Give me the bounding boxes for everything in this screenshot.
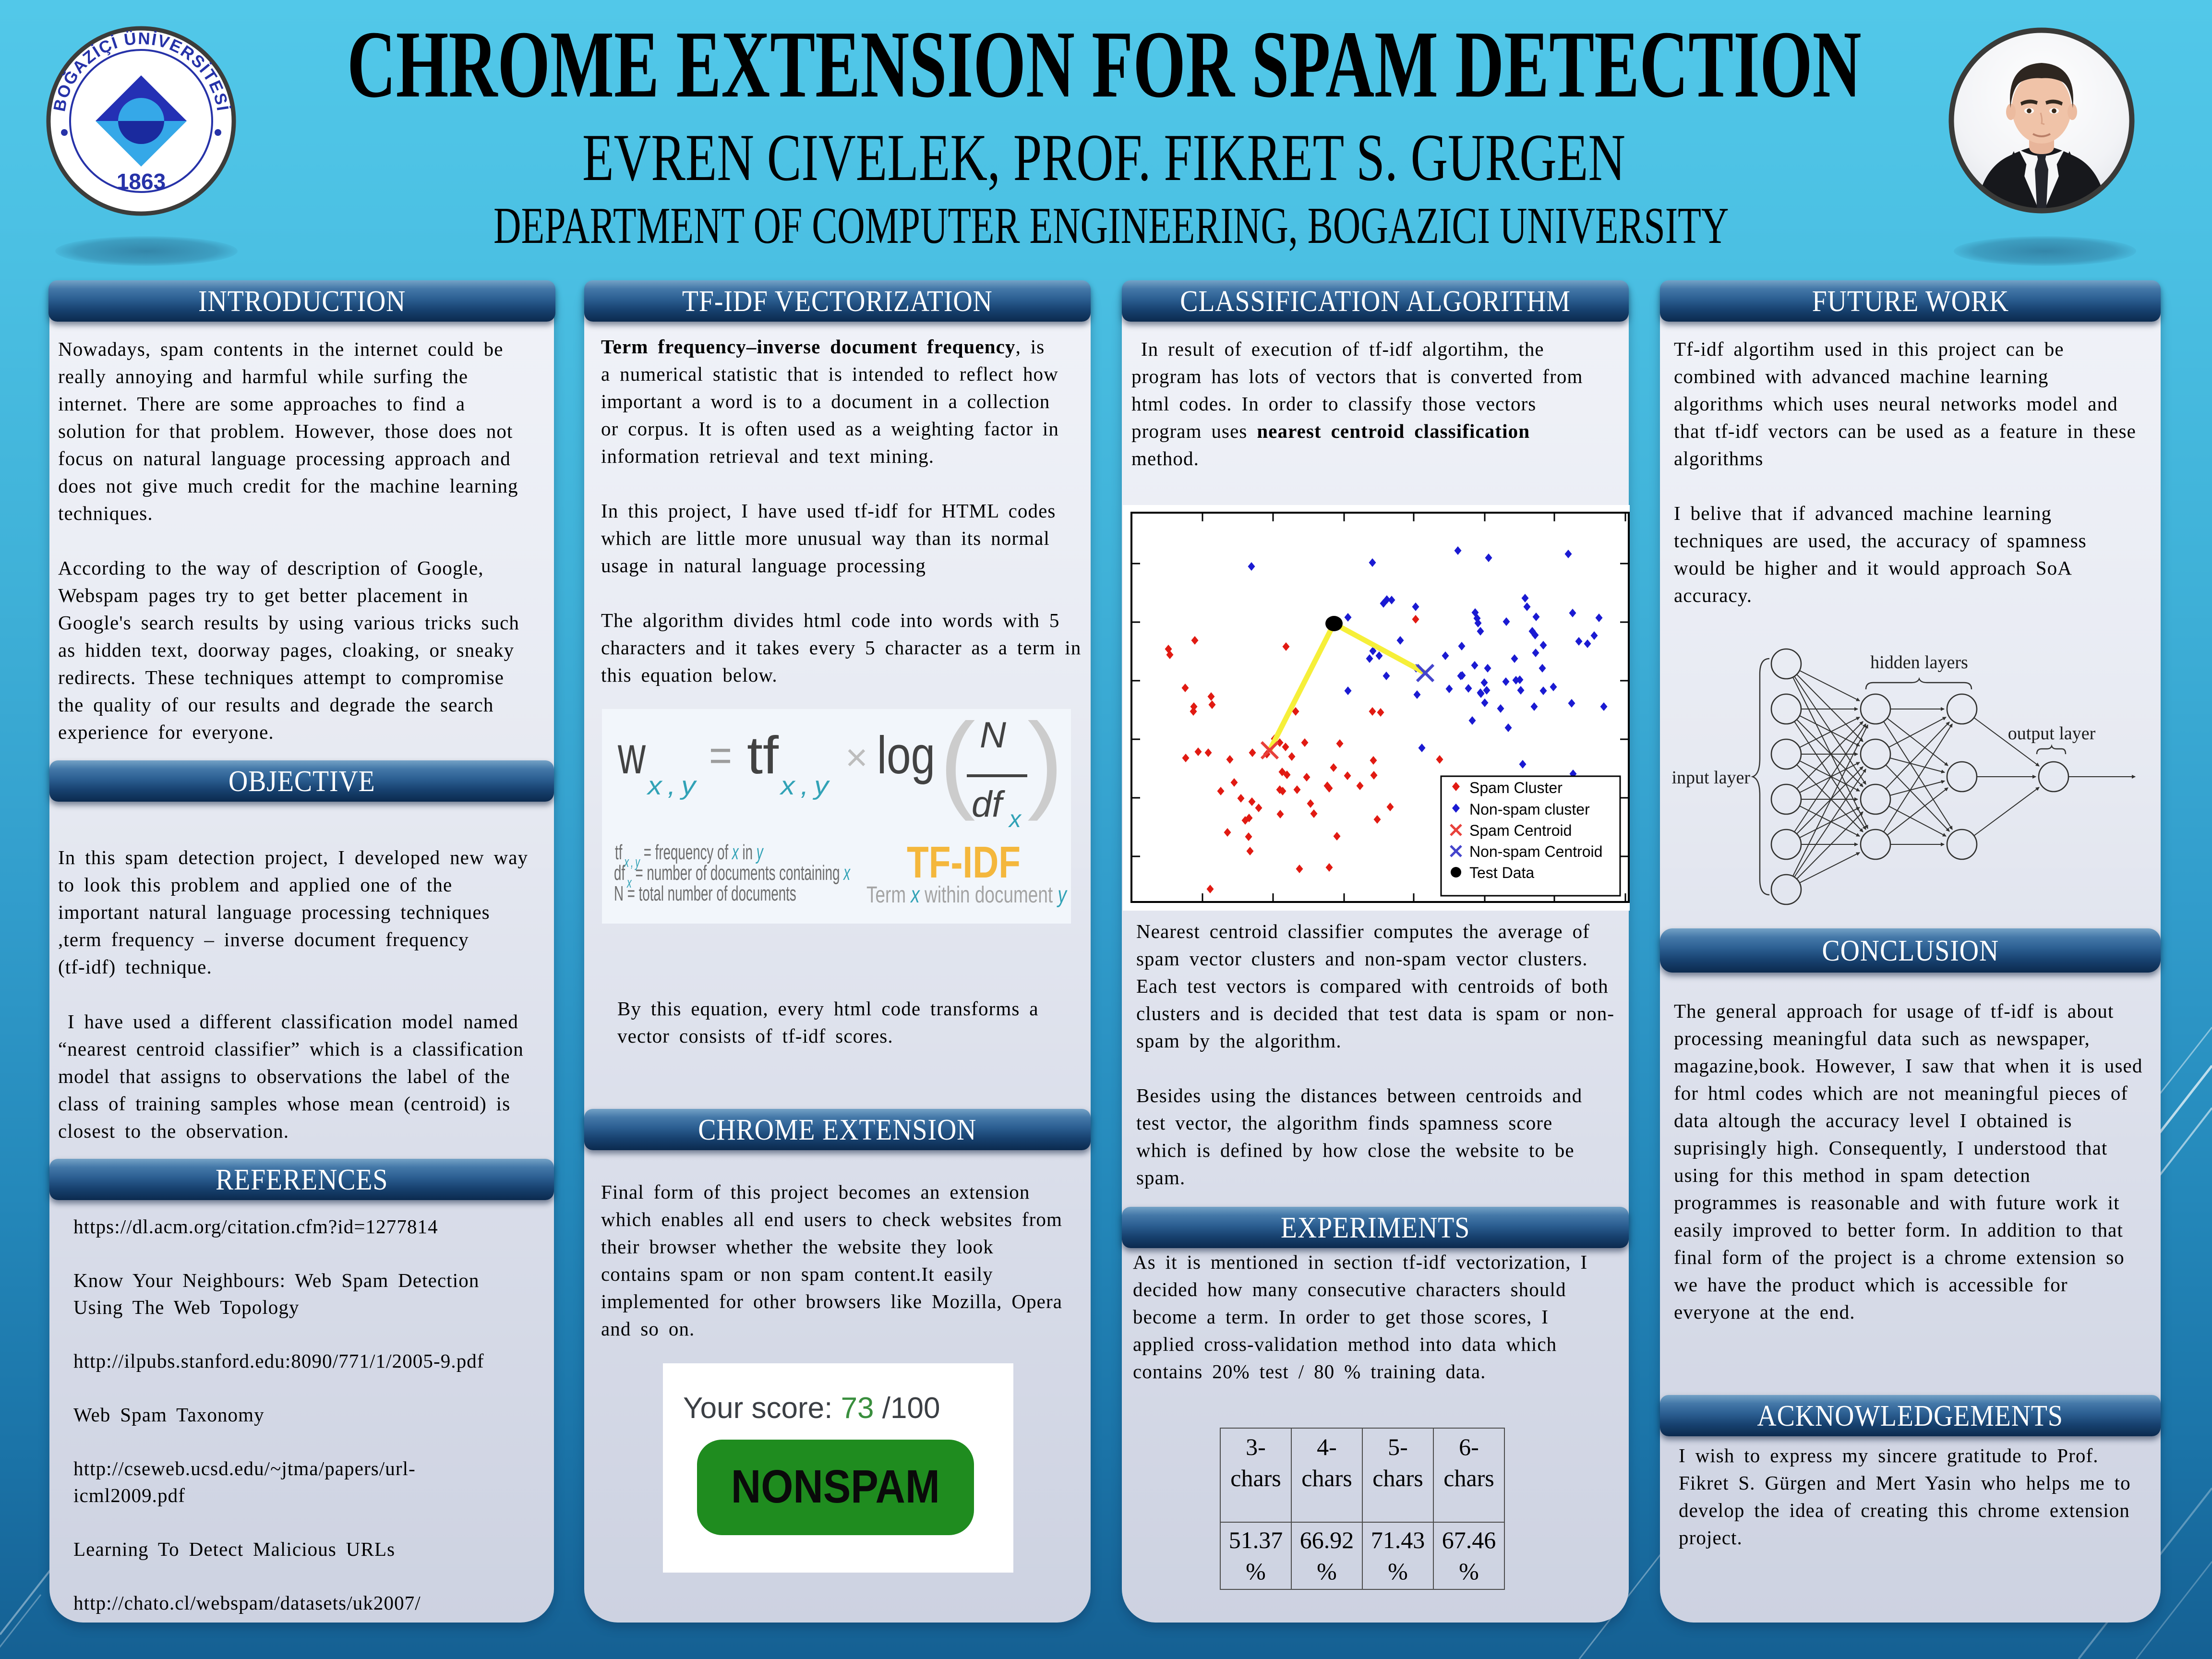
svg-text:input layer: input layer [1671, 768, 1750, 788]
svg-text:tf: tf [747, 726, 779, 785]
svg-text:w: w [617, 726, 646, 785]
svg-text:Spam Centroid: Spam Centroid [1469, 822, 1572, 839]
svg-text:Term x within document y: Term x within document y [866, 882, 1068, 908]
svg-text:N: N [980, 715, 1006, 756]
svg-text:df: df [972, 784, 1005, 825]
svg-text:(: ( [939, 709, 975, 821]
svg-text:log: log [877, 726, 935, 785]
svg-text:Non-spam cluster: Non-spam cluster [1469, 801, 1590, 818]
svg-text:hidden layers: hidden layers [1870, 652, 1968, 673]
svg-text:): ) [1027, 709, 1063, 821]
svg-text:output layer: output layer [2008, 723, 2096, 744]
svg-text:Spam Cluster: Spam Cluster [1469, 779, 1563, 796]
svg-text:=: = [709, 731, 732, 780]
svg-text:TF-IDF: TF-IDF [907, 837, 1021, 887]
svg-text:x , y: x , y [779, 771, 830, 800]
svg-text:×: × [845, 736, 868, 779]
svg-text:x: x [1008, 805, 1022, 832]
svg-text:Test Data: Test Data [1469, 864, 1534, 881]
svg-text:Non-spam Centroid: Non-spam Centroid [1469, 843, 1602, 860]
svg-text:x , y: x , y [646, 771, 697, 800]
svg-text:N = total number of documents: N = total number of documents [614, 882, 796, 905]
svg-text:1863: 1863 [117, 169, 166, 194]
